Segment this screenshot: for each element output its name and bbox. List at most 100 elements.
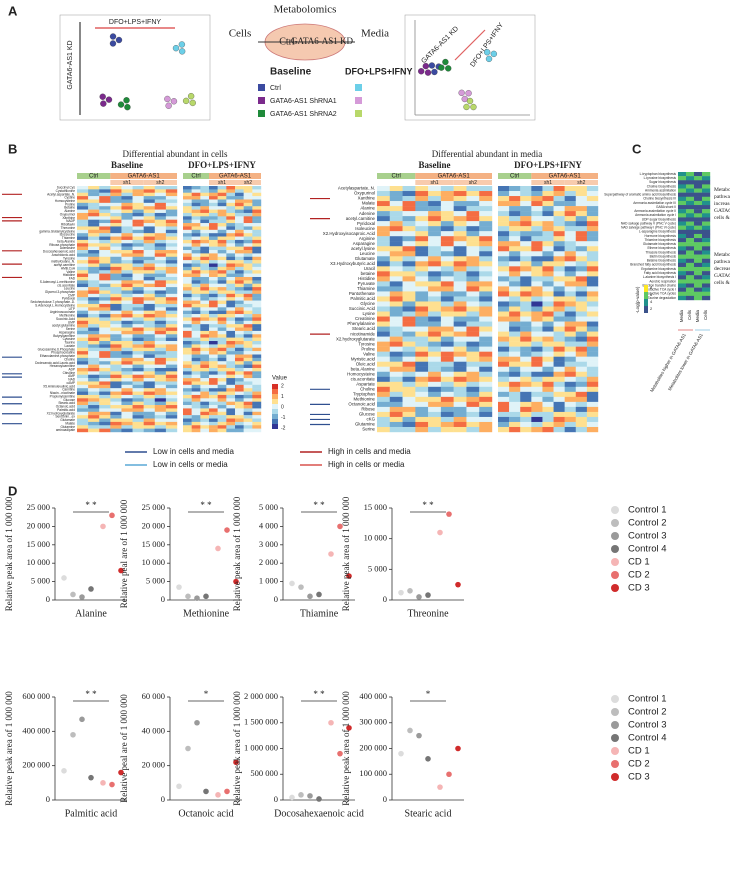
row-label: Sugar biosynthesis (649, 180, 676, 184)
heatmap-cell (226, 246, 236, 251)
heatmap-cell (235, 367, 244, 372)
heatmap-cell (226, 256, 236, 261)
heatmap-cell (389, 326, 403, 332)
heatmap-cell (453, 406, 467, 413)
heatmap-cell (165, 223, 178, 227)
heatmap-cell (575, 341, 588, 347)
heatmap-cell (453, 226, 467, 232)
heatmap-cell (542, 336, 554, 342)
row-label: Ammonia assimilation cycle II (634, 209, 676, 213)
heatmap-cell (235, 307, 244, 311)
heatmap-cell (498, 311, 510, 317)
heatmap-cell (586, 256, 599, 262)
heatmap-cell (586, 241, 599, 247)
heatmap-cell (200, 401, 210, 406)
heatmap-cell (217, 239, 227, 244)
heatmap-cell (143, 361, 155, 365)
heatmap-cell (415, 276, 429, 282)
row-label: cis.aconitate (351, 376, 376, 381)
heatmap-cell (99, 206, 111, 210)
heatmap-cell (132, 398, 144, 402)
heatmap-cell (678, 188, 687, 193)
heatmap-cell (686, 192, 695, 197)
heatmap-cell (209, 206, 218, 210)
heatmap-cell (154, 280, 167, 284)
heatmap-cell (217, 425, 227, 429)
heatmap-cell (542, 396, 554, 403)
heatmap-cell (440, 261, 454, 267)
heatmap-cell (99, 361, 111, 365)
heatmap-cell (402, 246, 416, 252)
data-point (425, 592, 431, 598)
heatmap-cell (217, 307, 227, 311)
heatmap-cell (466, 241, 480, 247)
heatmap-cell (77, 243, 89, 247)
heatmap-cell (226, 202, 236, 207)
group-bar (531, 173, 598, 179)
heatmap-cell (428, 381, 442, 388)
row-label: cAMP (66, 381, 75, 385)
heatmap-cell (121, 297, 133, 301)
legend-swatch (611, 558, 619, 566)
heatmap-cell (520, 361, 532, 367)
heatmap-cell (165, 283, 178, 288)
row-label: Electron transfer chains (643, 283, 677, 287)
heatmap-cell (226, 260, 236, 264)
heatmap-cell (183, 206, 192, 210)
heatmap-cell (686, 295, 695, 301)
heatmap-cell (553, 256, 565, 262)
heatmap-cell (110, 371, 122, 375)
y-tick-label: 10 000 (142, 557, 165, 567)
row-label: beta.Alanine (351, 366, 376, 371)
heatmap-cell (226, 192, 236, 197)
heatmap-cell (252, 351, 262, 355)
heatmap-cell (509, 281, 521, 287)
heatmap-cell (440, 351, 454, 357)
heatmap-cell (402, 196, 416, 202)
pca-dot (109, 33, 117, 40)
heatmap-cell (553, 321, 565, 327)
heatmap-cell (110, 253, 122, 257)
row-label: Superpathway of aromatic amino acid bios… (604, 193, 676, 197)
label: Media (361, 28, 389, 40)
heatmap-cell (209, 219, 218, 224)
heatmap-cell (121, 270, 133, 274)
heatmap-cell (402, 336, 416, 342)
heatmap-cell (377, 266, 390, 272)
heatmap-cell (466, 291, 480, 297)
legend-swatch (611, 721, 619, 729)
heatmap-cell (88, 361, 100, 365)
heatmap-cell (509, 381, 521, 388)
heatmap-cell (531, 286, 543, 292)
heatmap-cell (520, 386, 532, 393)
heatmap-cell (252, 229, 262, 234)
heatmap-cell (402, 211, 416, 217)
heatmap-cell (110, 337, 122, 342)
heatmap-cell (694, 221, 703, 226)
heatmap-cell (200, 415, 210, 419)
legend-swatch (611, 571, 619, 579)
heatmap-cell (226, 367, 236, 372)
heatmap-cell (226, 212, 236, 217)
heatmap-cell (564, 406, 576, 413)
heatmap-cell (183, 425, 192, 429)
heatmap-cell (252, 398, 262, 402)
heatmap-cell (226, 236, 236, 241)
heatmap-cell (99, 199, 111, 204)
heatmap-cell (575, 326, 588, 332)
heatmap-cell (243, 192, 253, 197)
heatmap-cell (217, 428, 227, 433)
heatmap-cell (243, 428, 253, 433)
row-label: AMP (68, 374, 75, 378)
heatmap-cell (165, 219, 178, 224)
heatmap-cell (121, 283, 133, 288)
heatmap-cell (110, 276, 122, 281)
heatmap-cell (440, 336, 454, 342)
heatmap-cell (252, 327, 262, 332)
heatmap-cell (99, 341, 111, 345)
heatmap-cell (377, 321, 390, 327)
heatmap-cell (553, 381, 565, 388)
heatmap-cell (226, 189, 236, 193)
heatmap-cell (542, 246, 554, 252)
heatmap-cell (183, 310, 192, 315)
